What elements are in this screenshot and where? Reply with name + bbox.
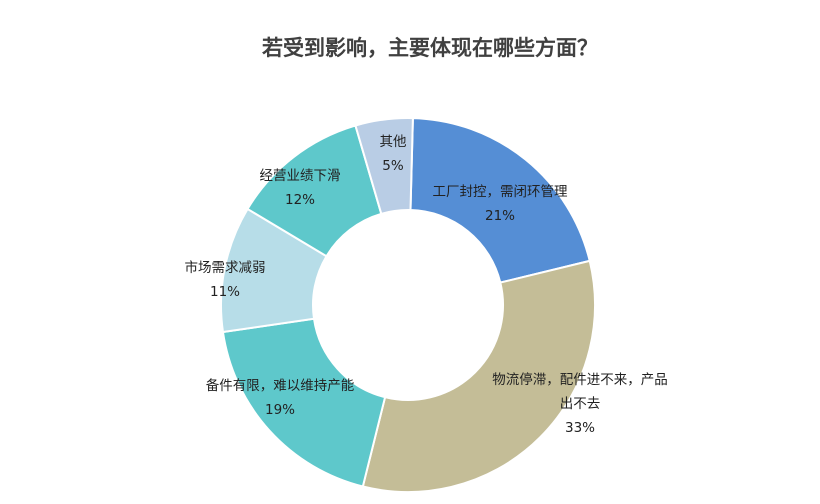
- slice-value-label: 5%: [382, 158, 404, 174]
- slice-category-label: 物流停滞，配件进不来，产品: [492, 371, 668, 388]
- slice-category-label: 工厂封控，需闭环管理: [433, 184, 568, 200]
- slice-5: [354, 117, 414, 216]
- slice-value-label: 33%: [565, 420, 595, 436]
- slice-value-label: 21%: [485, 208, 515, 224]
- chart-title: 若受到影响，主要体现在哪些方面？: [262, 36, 598, 60]
- slice-value-label: 12%: [285, 192, 315, 208]
- slice-0: [409, 117, 591, 284]
- slice-category-label: 经营业绩下滑: [260, 168, 341, 184]
- slice-2: [221, 317, 387, 488]
- slice-category-label: 其他: [380, 134, 407, 150]
- slice-category-label: 出不去: [560, 396, 601, 412]
- slice-category-label: 市场需求减弱: [185, 259, 266, 276]
- slice-value-label: 11%: [210, 284, 240, 300]
- slice-value-label: 19%: [265, 402, 295, 418]
- slice-category-label: 备件有限，难以维持产能: [206, 377, 355, 394]
- slice-1: [361, 259, 596, 493]
